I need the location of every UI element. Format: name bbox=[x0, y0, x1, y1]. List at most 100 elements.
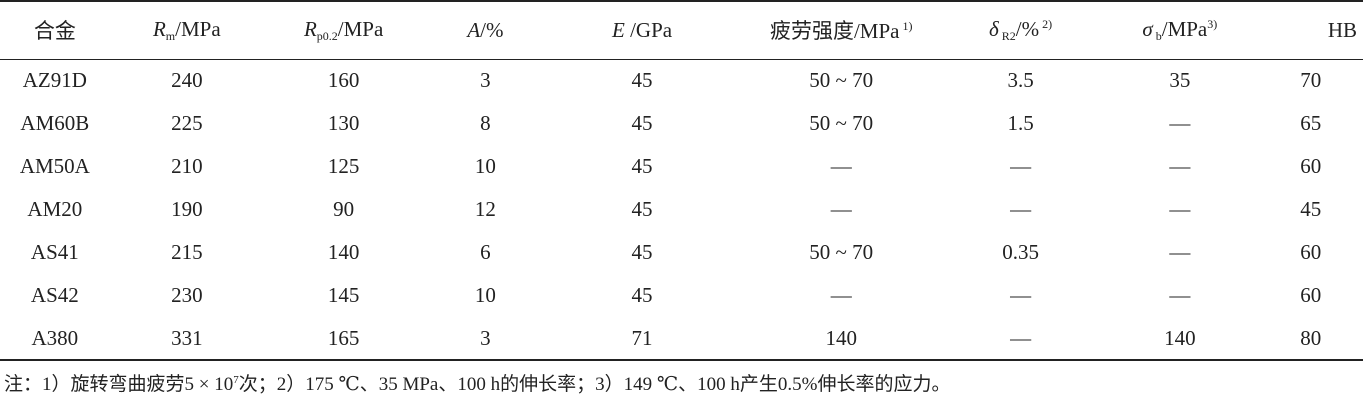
cell-rm: 210 bbox=[171, 154, 203, 178]
table-row: AS42 230 145 10 45 — — — 60 bbox=[0, 274, 1363, 317]
cell-alloy: AM60B bbox=[20, 111, 90, 135]
header-rp-subscript: p0.2 bbox=[316, 28, 338, 43]
cell-elongation: 8 bbox=[480, 111, 491, 135]
table-row: AM20 190 90 12 45 — — — 45 bbox=[0, 188, 1363, 231]
cell-modulus: 71 bbox=[547, 317, 737, 361]
table-row: AS41 215 140 6 45 50 ~ 70 0.35 — 60 bbox=[0, 231, 1363, 274]
cell-creep-strain: — bbox=[1010, 283, 1032, 307]
cell-rp02: 165 bbox=[263, 317, 424, 361]
cell-elongation: 12 bbox=[474, 197, 496, 221]
cell-rm: 230 bbox=[171, 283, 203, 307]
table-footnote: 注：1）旋转弯曲疲劳5 × 107次；2）175 ℃、35 MPa、100 h的… bbox=[4, 369, 950, 396]
cell-modulus: 45 bbox=[631, 111, 653, 135]
alloy-properties-table: 合金 Rm/MPa Rp0.2/MPa A/% E /GPa 疲劳强度/MPa … bbox=[0, 0, 1363, 361]
header-rm: Rm/MPa bbox=[109, 0, 264, 60]
cell-hardness: 60 bbox=[1300, 154, 1322, 178]
cell-rp02: 130 bbox=[327, 111, 360, 135]
header-delta-subscript: R2 bbox=[998, 28, 1016, 43]
cell-elongation: 3 bbox=[480, 68, 491, 93]
cell-alloy: AZ91D bbox=[22, 68, 87, 93]
cell-creep-strain: 3.5 bbox=[1007, 68, 1034, 93]
header-sigma-symbol: σ bbox=[1142, 16, 1153, 41]
header-sigma-unit: /MPa bbox=[1161, 16, 1208, 41]
header-creep-strain: δ R2/% 2) bbox=[945, 0, 1096, 60]
footnote-part2: 次；2）175 ℃、35 MPa、100 h的伸长率；3）149 ℃、100 h… bbox=[238, 374, 951, 395]
table-body: AZ91D 240 160 3 45 50 ~ 70 3.5 35 70 AM6… bbox=[0, 59, 1363, 361]
table-row: AM50A 210 125 10 45 — — — 60 bbox=[0, 145, 1363, 188]
cell-modulus: 45 bbox=[631, 240, 653, 264]
cell-creep-stress: — bbox=[1169, 197, 1191, 221]
cell-alloy: AM50A bbox=[19, 154, 90, 178]
header-fatigue-note: 1) bbox=[899, 19, 913, 34]
cell-elongation: 10 bbox=[474, 154, 496, 178]
header-creep-stress: σ b/MPa3) bbox=[1095, 0, 1265, 60]
cell-creep-stress: 35 bbox=[1169, 68, 1191, 93]
cell-creep-strain: 1.5 bbox=[1007, 111, 1034, 135]
cell-modulus: 45 bbox=[631, 283, 653, 307]
header-e-symbol: E bbox=[611, 17, 625, 42]
cell-fatigue: — bbox=[830, 154, 852, 178]
cell-alloy: A380 bbox=[0, 317, 110, 361]
header-elongation: A/% bbox=[423, 0, 548, 60]
cell-creep-strain: 0.35 bbox=[1002, 240, 1039, 264]
cell-fatigue: 50 ~ 70 bbox=[809, 240, 874, 264]
cell-alloy: AM20 bbox=[27, 197, 83, 221]
cell-rp02: 125 bbox=[327, 154, 360, 178]
header-modulus: E /GPa bbox=[547, 0, 737, 60]
cell-elongation: 3 bbox=[423, 317, 548, 361]
cell-creep-strain: — bbox=[1010, 154, 1032, 178]
cell-fatigue: 50 ~ 70 bbox=[809, 111, 874, 135]
table-row: AZ91D 240 160 3 45 50 ~ 70 3.5 35 70 bbox=[0, 59, 1363, 102]
header-sigma-subscript: b bbox=[1152, 28, 1162, 43]
cell-creep-strain: — bbox=[945, 317, 1096, 361]
header-delta-unit: /% bbox=[1015, 16, 1040, 41]
header-rp-unit: /MPa bbox=[337, 16, 384, 41]
cell-modulus: 45 bbox=[631, 68, 653, 93]
cell-hardness: 65 bbox=[1300, 111, 1322, 135]
cell-fatigue: — bbox=[830, 197, 852, 221]
header-alloy-text: 合金 bbox=[33, 19, 76, 44]
cell-fatigue: 140 bbox=[736, 317, 946, 361]
header-a-symbol: A bbox=[467, 17, 481, 42]
cell-hardness: 60 bbox=[1300, 283, 1322, 307]
cell-rp02: 160 bbox=[327, 68, 360, 93]
header-sigma-note: 3) bbox=[1207, 16, 1218, 31]
cell-rm: 215 bbox=[171, 240, 203, 264]
footnote-part1: 注：1）旋转弯曲疲劳5 × 10 bbox=[4, 374, 234, 395]
cell-hardness: 60 bbox=[1300, 240, 1322, 264]
cell-creep-stress: — bbox=[1169, 111, 1191, 135]
cell-rm: 331 bbox=[109, 317, 264, 361]
cell-elongation: 6 bbox=[480, 240, 491, 264]
cell-fatigue: — bbox=[830, 283, 852, 307]
cell-modulus: 45 bbox=[631, 154, 653, 178]
cell-creep-stress: — bbox=[1169, 283, 1191, 307]
header-rp02: Rp0.2/MPa bbox=[263, 0, 424, 60]
table-row: A380 331 165 3 71 140 — 140 80 bbox=[0, 317, 1363, 361]
cell-rp02: 140 bbox=[327, 240, 360, 264]
cell-rp02: 145 bbox=[327, 283, 360, 307]
header-fatigue-text: 疲劳强度/MPa bbox=[769, 19, 900, 44]
cell-creep-stress: — bbox=[1169, 154, 1191, 178]
header-a-unit: /% bbox=[480, 17, 504, 42]
header-rm-subscript: m bbox=[165, 28, 176, 43]
footnote-exponent: 7 bbox=[233, 374, 239, 386]
header-hb-text: HB bbox=[1327, 17, 1357, 42]
cell-alloy: AS41 bbox=[30, 240, 79, 264]
cell-rp02: 90 bbox=[333, 197, 355, 221]
header-fatigue: 疲劳强度/MPa 1) bbox=[736, 0, 946, 60]
header-alloy: 合金 bbox=[0, 0, 110, 60]
cell-creep-stress: — bbox=[1169, 240, 1191, 264]
cell-elongation: 10 bbox=[474, 283, 496, 307]
cell-hardness: 70 bbox=[1300, 68, 1322, 93]
header-delta-symbol: δ bbox=[989, 16, 999, 41]
cell-hardness: 80 bbox=[1264, 317, 1363, 361]
cell-modulus: 45 bbox=[631, 197, 653, 221]
cell-fatigue: 50 ~ 70 bbox=[809, 68, 874, 93]
header-rm-symbol: R bbox=[152, 16, 166, 41]
table-row: AM60B 225 130 8 45 50 ~ 70 1.5 — 65 bbox=[0, 102, 1363, 145]
cell-hardness: 45 bbox=[1300, 197, 1322, 221]
header-rm-unit: /MPa bbox=[175, 16, 221, 41]
cell-rm: 190 bbox=[171, 197, 203, 221]
header-row: 合金 Rm/MPa Rp0.2/MPa A/% E /GPa 疲劳强度/MPa … bbox=[0, 0, 1363, 60]
